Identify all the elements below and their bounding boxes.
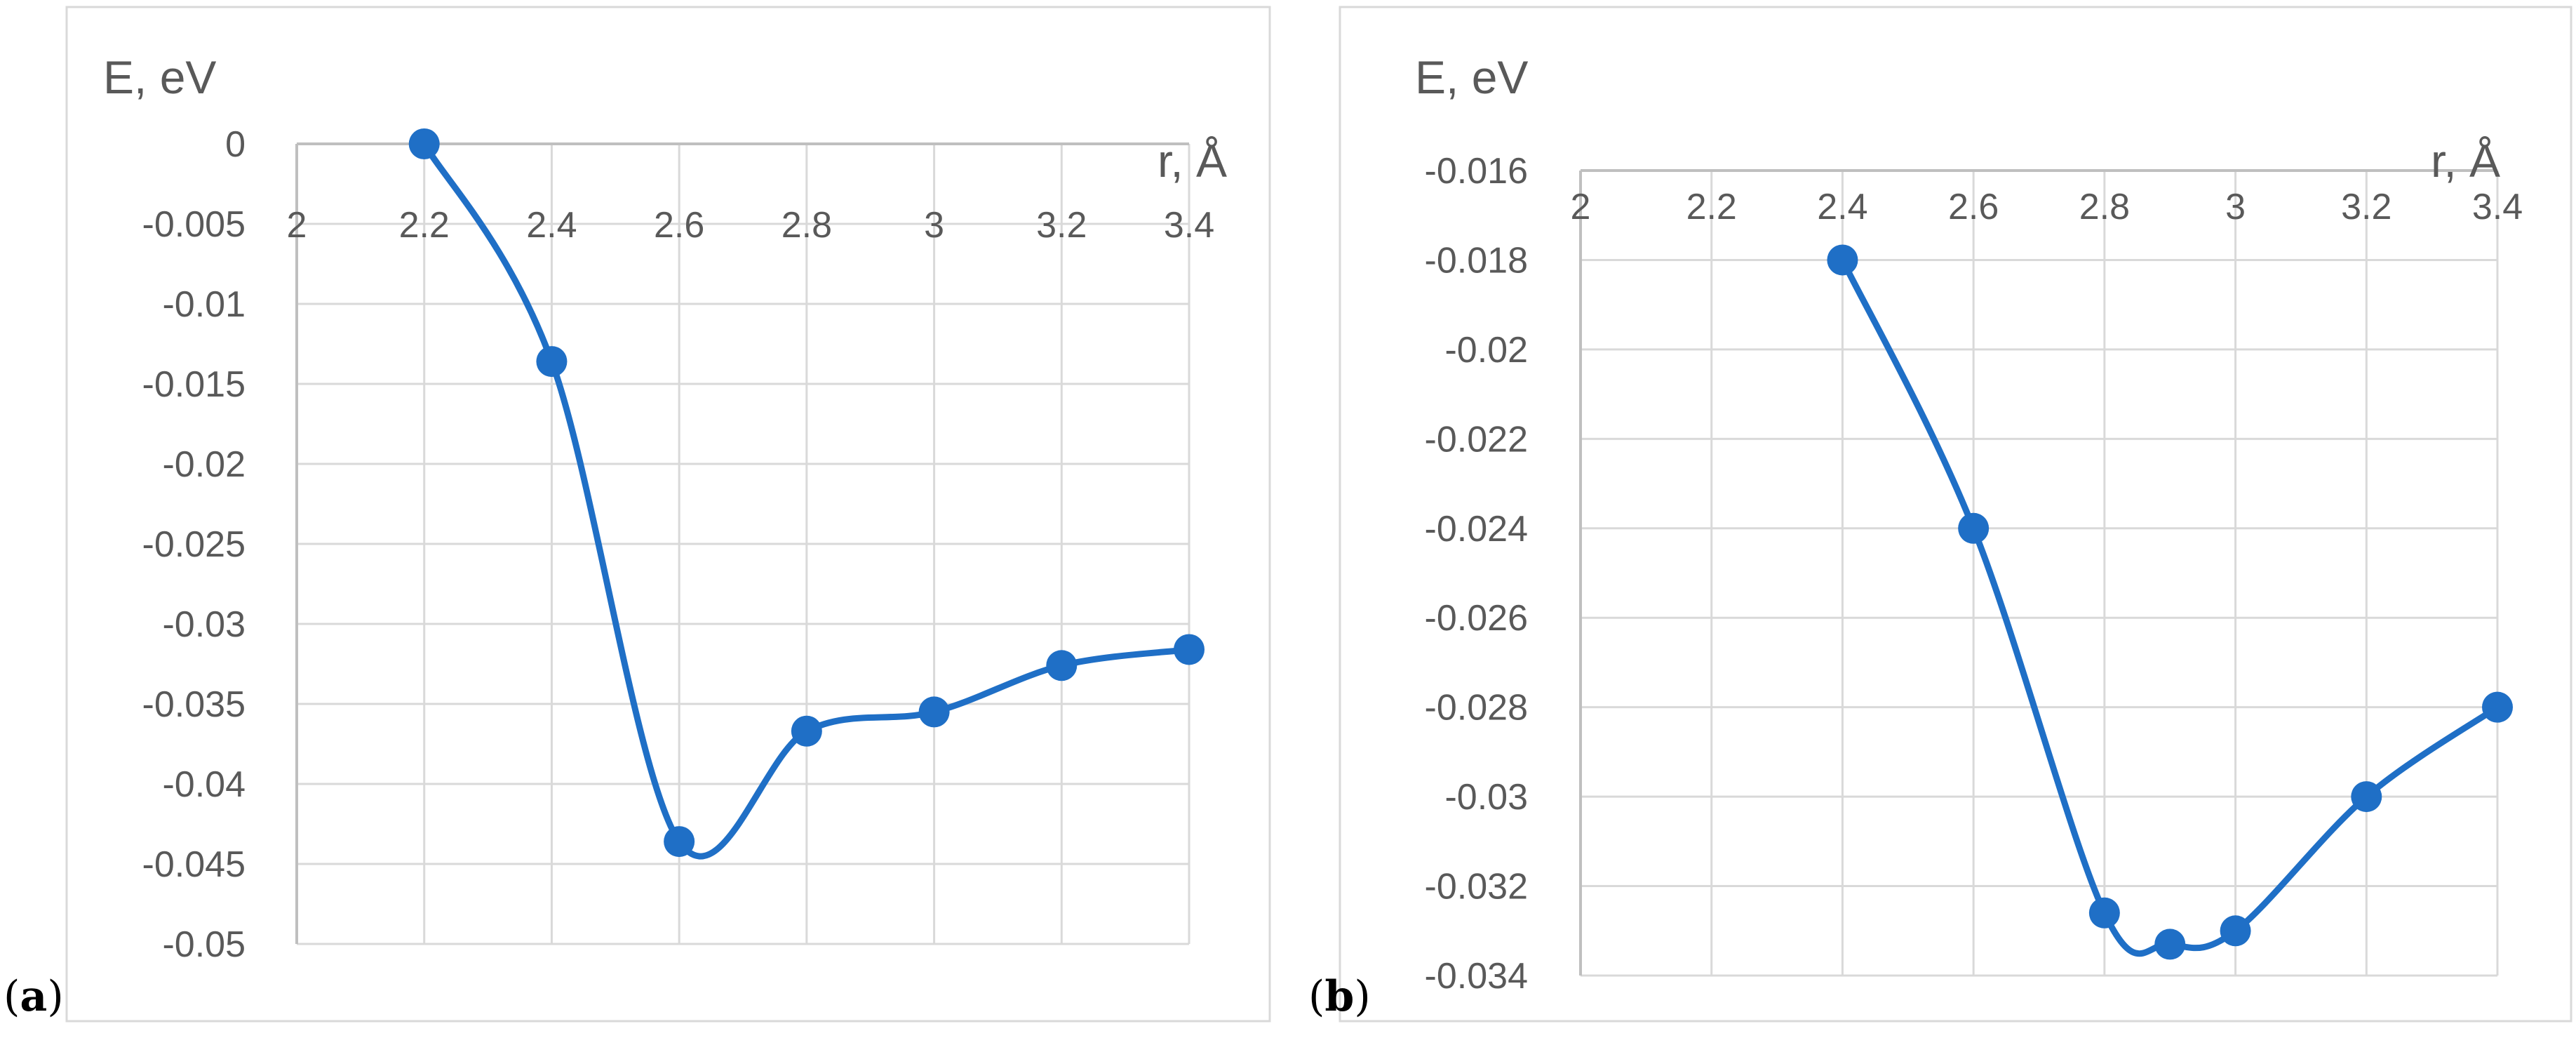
panel-a-data-point (918, 696, 950, 728)
panel-a-data-point (1046, 650, 1078, 681)
panel-b-axes (1579, 169, 2497, 976)
panel-a-x-tick-label: 2.8 (781, 205, 832, 246)
panel-a-axes (295, 142, 1189, 944)
panel-b-x-tick-label: 2.8 (2079, 187, 2130, 227)
panel-a: 0 -0.005 -0.01 -0.015 -0.02 -0.025 -0.03 -0.035… (4, 6, 1271, 1023)
panel-a-series (408, 128, 1205, 860)
panel-a-y-tick-label: -0.015 (142, 364, 246, 405)
panel-a-data-point (791, 715, 822, 747)
panel-a-y-tick-label: -0.01 (162, 284, 246, 325)
panel-b-y-tick-label: -0.02 (1444, 330, 1528, 371)
panel-a-y-tick-label: -0.005 (142, 204, 246, 245)
panel-a-data-point (536, 346, 568, 378)
panel-a-y-tick-label: -0.03 (162, 604, 246, 645)
panel-a-data-point (664, 826, 695, 858)
panel-a-label: (a) (4, 972, 64, 1021)
panel-b-y-tick-labels: -0.016 -0.018 -0.02 -0.022 -0.024 -0.026 -0.02… (1425, 151, 1528, 997)
panel-a-frame (65, 6, 1271, 1023)
panel-a-x-tick-label: 3.4 (1164, 205, 1214, 246)
panel-b-data-point (2154, 929, 2186, 960)
panel-b-data-point (2220, 915, 2251, 947)
panel-b-y-tick-label: -0.026 (1425, 598, 1528, 639)
panel-b-data-point (2351, 781, 2382, 813)
panel-b-x-tick-label: 2.2 (1686, 187, 1737, 227)
panel-a-y-tick-label: -0.04 (162, 764, 246, 805)
panel-b-x-tick-label: 3 (2225, 187, 2246, 227)
panel-a-x-tick-labels: 2 2.2 2.4 2.6 2.8 3 3.2 3.4 (287, 205, 1215, 246)
panel-a-x-tick-label: 2.6 (654, 205, 704, 246)
panel-b-y-tick-label: -0.032 (1425, 867, 1528, 907)
panel-a-y-tick-label: -0.025 (142, 524, 246, 565)
panel-b-data-point (2482, 691, 2513, 723)
panel-a-x-tick-label: 3 (924, 205, 944, 246)
panel-b-y-tick-label: -0.028 (1425, 688, 1528, 728)
panel-b-label: (b) (1308, 972, 1371, 1021)
panel-a-y-tick-label: -0.045 (142, 844, 246, 885)
panel-b-y-axis-label: E, eV (1415, 51, 1528, 103)
panel-b-x-tick-label: 2.6 (1948, 187, 1999, 227)
panel-b-data-point (1958, 512, 1990, 544)
panel-a-y-tick-label: 0 (225, 124, 246, 165)
panel-b-data-point (2088, 897, 2120, 929)
panel-b-y-tick-label: -0.016 (1425, 151, 1528, 192)
panel-a-x-tick-label: 2 (287, 205, 307, 246)
panel-b-x-tick-label: 3.4 (2472, 187, 2523, 227)
panel-b-series (1827, 244, 2513, 960)
panel-b-x-tick-labels: 2 2.2 2.4 2.6 2.8 3 3.2 3.4 (1571, 187, 2523, 227)
panel-b-y-tick-label: -0.022 (1425, 419, 1528, 460)
panel-a-x-axis-label: r, Å (1158, 135, 1227, 187)
panel-a-y-axis-label: E, eV (103, 51, 216, 103)
panel-b-x-tick-label: 2 (1571, 187, 1591, 227)
panel-b-y-tick-label: -0.034 (1425, 956, 1528, 997)
panel-b-x-tick-label: 2.4 (1817, 187, 1867, 227)
panel-b-y-tick-label: -0.018 (1425, 240, 1528, 281)
panel-b-x-axis-label: r, Å (2431, 135, 2500, 187)
panel-b: -0.016 -0.018 -0.02 -0.022 -0.024 -0.026 -0.02… (1308, 6, 2572, 1023)
panel-a-data-point (408, 128, 440, 159)
panel-b-x-tick-label: 3.2 (2341, 187, 2391, 227)
panel-a-data-point (1174, 634, 1205, 665)
panel-b-data-point (1827, 244, 1858, 276)
panel-a-y-tick-labels: 0 -0.005 -0.01 -0.015 -0.02 -0.025 -0.03 -0.035… (142, 124, 246, 965)
panel-a-x-tick-label: 2.4 (526, 205, 577, 246)
panel-a-y-tick-label: -0.05 (162, 924, 246, 965)
panel-a-y-tick-label: -0.02 (162, 444, 246, 485)
panel-a-x-tick-label: 2.2 (399, 205, 450, 246)
panel-a-y-tick-label: -0.035 (142, 684, 246, 725)
panel-b-y-tick-label: -0.024 (1425, 509, 1528, 550)
panel-b-y-tick-label: -0.03 (1444, 777, 1528, 818)
panel-a-x-tick-label: 3.2 (1036, 205, 1087, 246)
